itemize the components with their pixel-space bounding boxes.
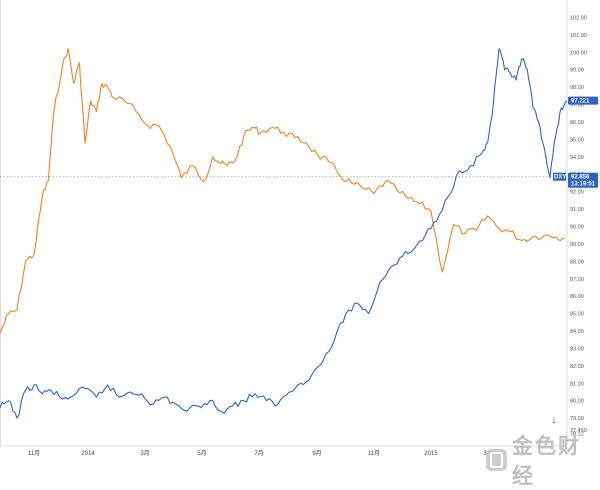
x-tick-label: 11月: [28, 450, 40, 457]
y-tick-label: 96.00: [570, 120, 584, 126]
y-tick-label: 90.00: [570, 224, 584, 230]
line-chart[interactable]: 78.12 79.00 80.00 81.00 82.00 83.00 84.00 85.00…: [0, 0, 600, 464]
y-tick-label: 86.00: [570, 294, 584, 300]
x-tick-label: 11月: [368, 450, 380, 457]
y-tick-label: 97.00: [570, 103, 584, 109]
x-tick-label: 2015: [424, 451, 438, 457]
x-tick-label: 2014: [81, 451, 95, 457]
watermark-text: 金色财经: [512, 435, 582, 488]
y-tick-label: 98.00: [570, 85, 584, 91]
y-tick-label: 95.00: [570, 137, 584, 143]
y-tick-label: 102.00: [570, 15, 587, 21]
y-tick-label: 83.00: [570, 346, 584, 352]
series-line-1[interactable]: [0, 48, 565, 334]
y-tick-label: 84.00: [570, 329, 584, 335]
price-badge-bg: [568, 172, 598, 188]
badge-tag: DXY: [554, 175, 566, 181]
y-tick-label: 78.12: [570, 431, 584, 437]
x-tick-label: 5月: [197, 450, 206, 457]
badge-tag-bg: [553, 172, 566, 181]
y-tick-label: 91.00: [570, 207, 584, 213]
x-tick-label: 7月: [254, 450, 263, 457]
price-badge: 92.856: [571, 175, 590, 181]
y-tick-label: 82.00: [570, 364, 584, 370]
watermark-logo-icon: [486, 449, 508, 471]
chevrons-down-icon[interactable]: ↓: [551, 414, 557, 426]
y-tick-label: 92.00: [570, 190, 584, 196]
y-tick-label: 94.00: [570, 155, 584, 161]
y-tick-label: 99.00: [570, 68, 584, 74]
y-tick-label-bottom: 77.450: [570, 428, 587, 434]
watermark: 金色财经: [486, 430, 600, 490]
y-tick-label: 80.00: [570, 399, 584, 405]
price-badge-bg: [568, 96, 598, 105]
y-tick-label: 88.00: [570, 259, 584, 265]
y-tick-label: 85.00: [570, 312, 584, 318]
x-tick-label: 9月: [312, 450, 321, 457]
x-tick-label: 3月: [140, 450, 149, 457]
y-tick-label: 79.00: [570, 416, 584, 422]
y-tick-label: 101.00: [570, 33, 587, 39]
y-tick-label: 81.00: [570, 381, 584, 387]
y-tick-label: 100.00: [570, 50, 587, 56]
y-tick-label: 87.00: [570, 277, 584, 283]
series-line-2[interactable]: [0, 48, 568, 419]
y-tick-label: 89.00: [570, 242, 584, 248]
price-badge: 97.221: [571, 99, 590, 105]
price-badge-time: 13:19:01: [571, 182, 596, 188]
